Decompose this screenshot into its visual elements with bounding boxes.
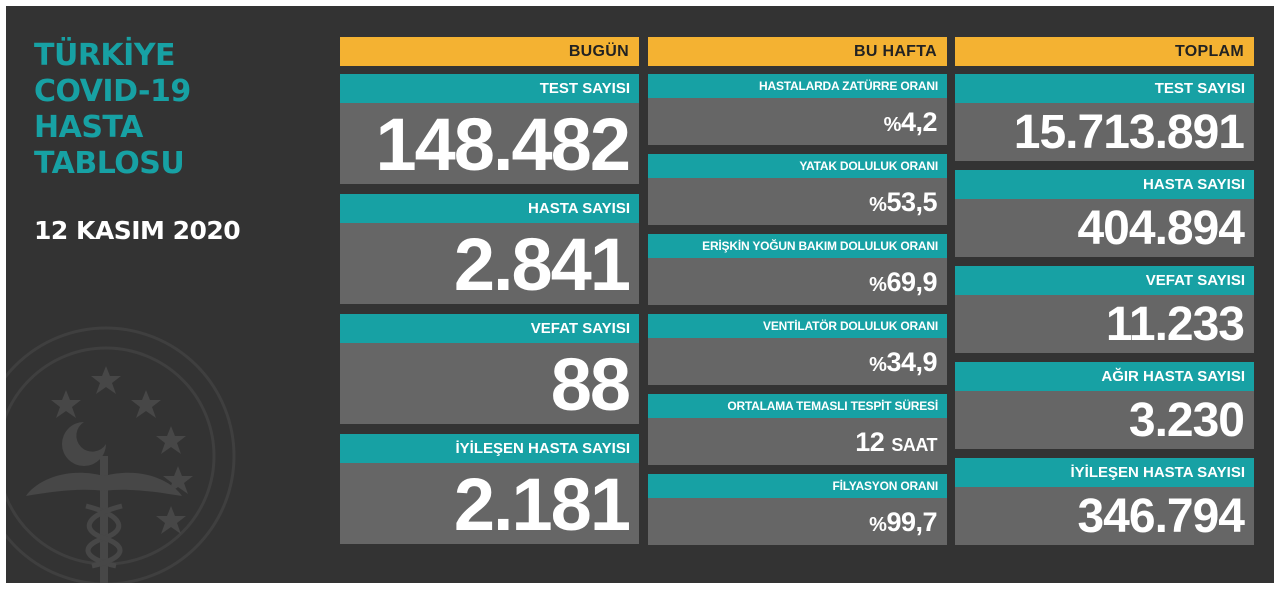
- title-line: TABLOSU: [34, 146, 185, 181]
- report-date: 12 KASIM 2020: [34, 216, 241, 245]
- week-header: BU HAFTA: [648, 37, 947, 66]
- card-value: 15.713.891: [955, 103, 1254, 161]
- card-value: 148.482: [340, 103, 639, 184]
- card-value: 11.233: [955, 295, 1254, 353]
- percent-sign: %: [869, 354, 887, 376]
- card-value: 404.894: [955, 199, 1254, 257]
- card-label: İYİLEŞEN HASTA SAYISI: [955, 458, 1254, 487]
- total-deaths-card: VEFAT SAYISI 11.233: [955, 266, 1254, 353]
- percent-sign: %: [869, 514, 887, 536]
- today-recovered-card: İYİLEŞEN HASTA SAYISI 2.181: [340, 434, 639, 544]
- card-label: ORTALAMA TEMASLI TESPİT SÜRESİ: [648, 394, 947, 418]
- title-line: HASTA: [34, 110, 143, 145]
- title-line: TÜRKİYE: [34, 38, 176, 73]
- page-title: TÜRKİYE COVID-19 HASTA TABLOSU: [34, 38, 191, 182]
- total-header: TOPLAM: [955, 37, 1254, 66]
- today-column: BUGÜN TEST SAYISI 148.482 HASTA SAYISI 2…: [340, 37, 639, 547]
- card-label: AĞIR HASTA SAYISI: [955, 362, 1254, 391]
- card-label: ERİŞKİN YOĞUN BAKIM DOLULUK ORANI: [648, 234, 947, 258]
- value-number: 53,5: [886, 187, 937, 217]
- percent-sign: %: [869, 274, 887, 296]
- value-number: 34,9: [886, 347, 937, 377]
- value-unit: SAAT: [891, 435, 937, 455]
- covid-table-panel: TÜRKİYE COVID-19 HASTA TABLOSU 12 KASIM …: [6, 6, 1274, 583]
- week-column: BU HAFTA HASTALARDA ZATÜRRE ORANI %4,2 Y…: [648, 37, 947, 547]
- percent-sign: %: [883, 114, 902, 136]
- card-value: 2.181: [340, 463, 639, 544]
- card-label: FİLYASYON ORANI: [648, 474, 947, 498]
- card-value: %53,5: [648, 178, 947, 225]
- percent-sign: %: [869, 194, 887, 216]
- card-value: 12 SAAT: [648, 418, 947, 465]
- today-test-card: TEST SAYISI 148.482: [340, 74, 639, 184]
- card-label: TEST SAYISI: [955, 74, 1254, 103]
- title-line: COVID-19: [34, 74, 191, 109]
- card-value: 346.794: [955, 487, 1254, 545]
- week-ventilator-card: VENTİLATÖR DOLULUK ORANI %34,9: [648, 314, 947, 385]
- value-number: 69,9: [886, 267, 937, 297]
- week-icu-occupancy-card: ERİŞKİN YOĞUN BAKIM DOLULUK ORANI %69,9: [648, 234, 947, 305]
- today-cases-card: HASTA SAYISI 2.841: [340, 194, 639, 304]
- card-label: HASTALARDA ZATÜRRE ORANI: [648, 74, 947, 98]
- today-header: BUGÜN: [340, 37, 639, 66]
- card-value: %4,2: [648, 98, 947, 145]
- value-number: 12: [855, 427, 885, 457]
- total-cases-card: HASTA SAYISI 404.894: [955, 170, 1254, 257]
- today-deaths-card: VEFAT SAYISI 88: [340, 314, 639, 424]
- week-pneumonia-card: HASTALARDA ZATÜRRE ORANI %4,2: [648, 74, 947, 145]
- card-label: VEFAT SAYISI: [340, 314, 639, 343]
- value-number: 99,7: [886, 507, 937, 537]
- card-value: 2.841: [340, 223, 639, 304]
- card-label: TEST SAYISI: [340, 74, 639, 103]
- card-label: HASTA SAYISI: [955, 170, 1254, 199]
- card-label: VENTİLATÖR DOLULUK ORANI: [648, 314, 947, 338]
- card-value: %34,9: [648, 338, 947, 385]
- total-critical-card: AĞIR HASTA SAYISI 3.230: [955, 362, 1254, 449]
- card-value: %99,7: [648, 498, 947, 545]
- card-label: YATAK DOLULUK ORANI: [648, 154, 947, 178]
- week-contact-tracing-card: ORTALAMA TEMASLI TESPİT SÜRESİ 12 SAAT: [648, 394, 947, 465]
- card-label: İYİLEŞEN HASTA SAYISI: [340, 434, 639, 463]
- total-recovered-card: İYİLEŞEN HASTA SAYISI 346.794: [955, 458, 1254, 545]
- card-label: HASTA SAYISI: [340, 194, 639, 223]
- total-test-card: TEST SAYISI 15.713.891: [955, 74, 1254, 161]
- card-label: VEFAT SAYISI: [955, 266, 1254, 295]
- value-number: 4,2: [900, 107, 938, 137]
- card-value: 3.230: [955, 391, 1254, 449]
- ministry-emblem-watermark-icon: [6, 326, 236, 583]
- week-bed-occupancy-card: YATAK DOLULUK ORANI %53,5: [648, 154, 947, 225]
- total-column: TOPLAM TEST SAYISI 15.713.891 HASTA SAYI…: [955, 37, 1254, 547]
- week-filiation-card: FİLYASYON ORANI %99,7: [648, 474, 947, 545]
- card-value: 88: [340, 343, 639, 424]
- card-value: %69,9: [648, 258, 947, 305]
